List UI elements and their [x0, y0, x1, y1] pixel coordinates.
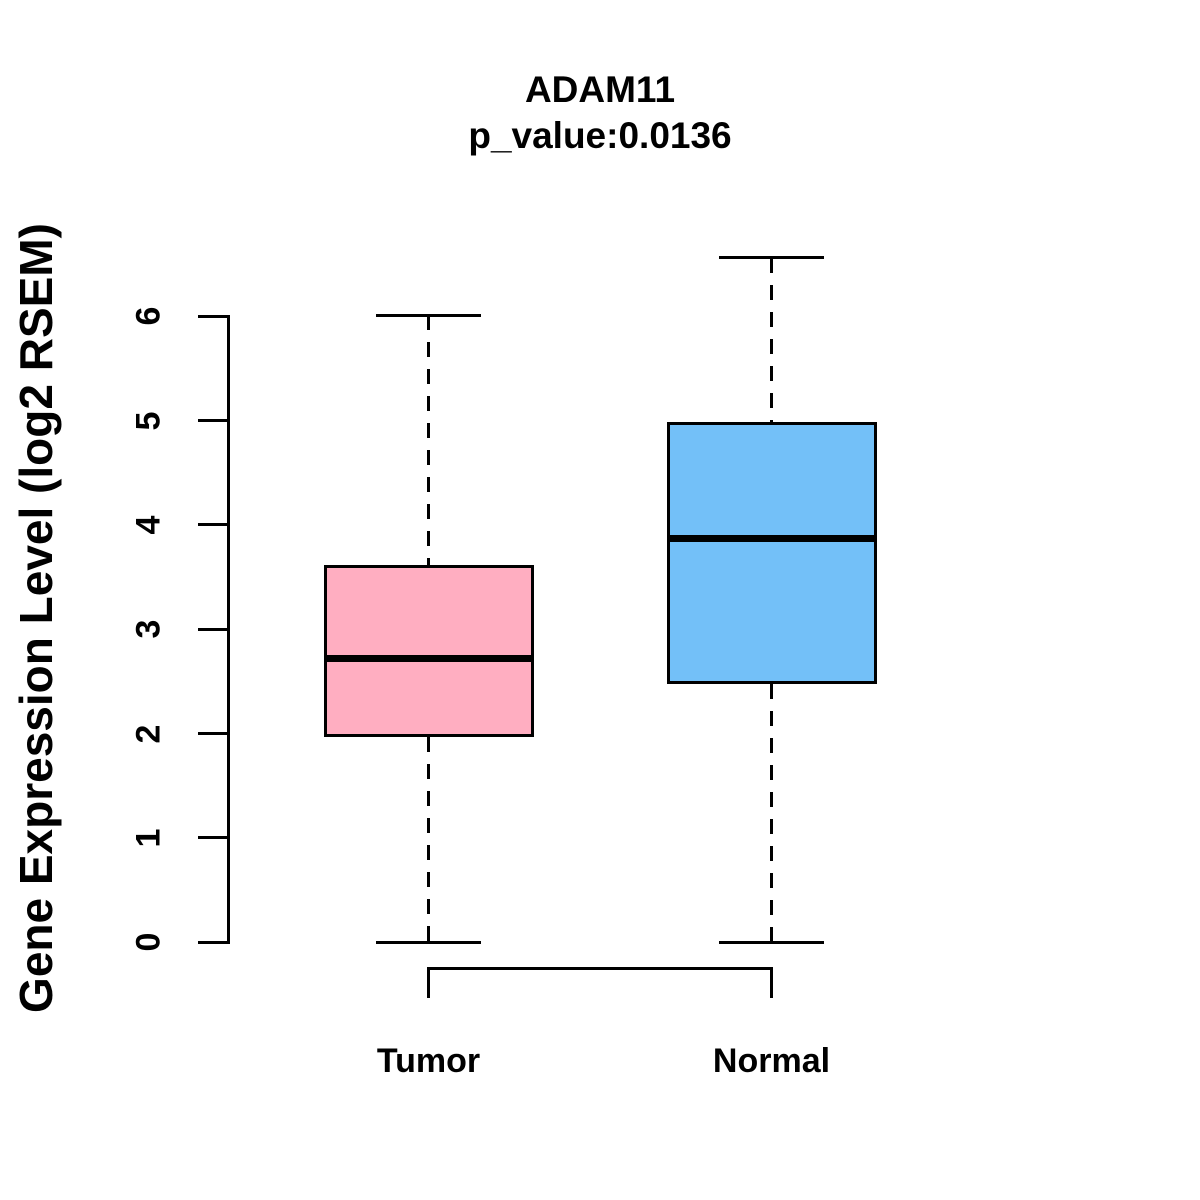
- y-axis-tick: [198, 523, 227, 527]
- y-axis-title: Gene Expression Level (log2 RSEM): [10, 223, 62, 1013]
- y-tick-label: 4: [129, 515, 168, 535]
- y-tick-label: 0: [129, 932, 168, 952]
- x-axis-tick-tumor: [427, 967, 430, 998]
- whisker-cap-lower-normal: [719, 940, 824, 944]
- category-label-tumor: Tumor: [376, 1042, 481, 1080]
- whisker-upper-tumor: [427, 315, 430, 566]
- box-tumor: [323, 565, 534, 738]
- y-axis-tick: [198, 314, 227, 318]
- whisker-upper-normal: [770, 257, 773, 423]
- x-axis-tick-normal: [770, 967, 773, 998]
- box-normal: [666, 422, 877, 684]
- y-axis-tick: [198, 836, 227, 840]
- y-axis-line: [227, 314, 230, 944]
- y-axis-tick: [198, 940, 227, 944]
- whisker-lower-normal: [770, 684, 773, 943]
- y-tick-label: 3: [129, 619, 168, 639]
- y-tick-label: 2: [129, 724, 168, 744]
- median-line-normal: [666, 535, 877, 543]
- y-axis-tick: [198, 419, 227, 423]
- median-line-tumor: [323, 655, 534, 663]
- y-tick-label: 5: [129, 411, 168, 431]
- whisker-cap-upper-tumor: [376, 313, 481, 317]
- y-tick-label: 1: [129, 828, 168, 848]
- y-tick-label: 6: [129, 306, 168, 326]
- whisker-cap-lower-tumor: [376, 940, 481, 944]
- y-axis-tick: [198, 732, 227, 736]
- category-label-normal: Normal: [712, 1042, 831, 1080]
- y-axis-tick: [198, 627, 227, 631]
- x-axis-line: [427, 967, 773, 970]
- chart-subtitle: p_value:0.0136: [468, 115, 732, 156]
- whisker-cap-upper-normal: [719, 256, 824, 260]
- chart-title: ADAM11: [524, 69, 676, 110]
- whisker-lower-tumor: [427, 737, 430, 943]
